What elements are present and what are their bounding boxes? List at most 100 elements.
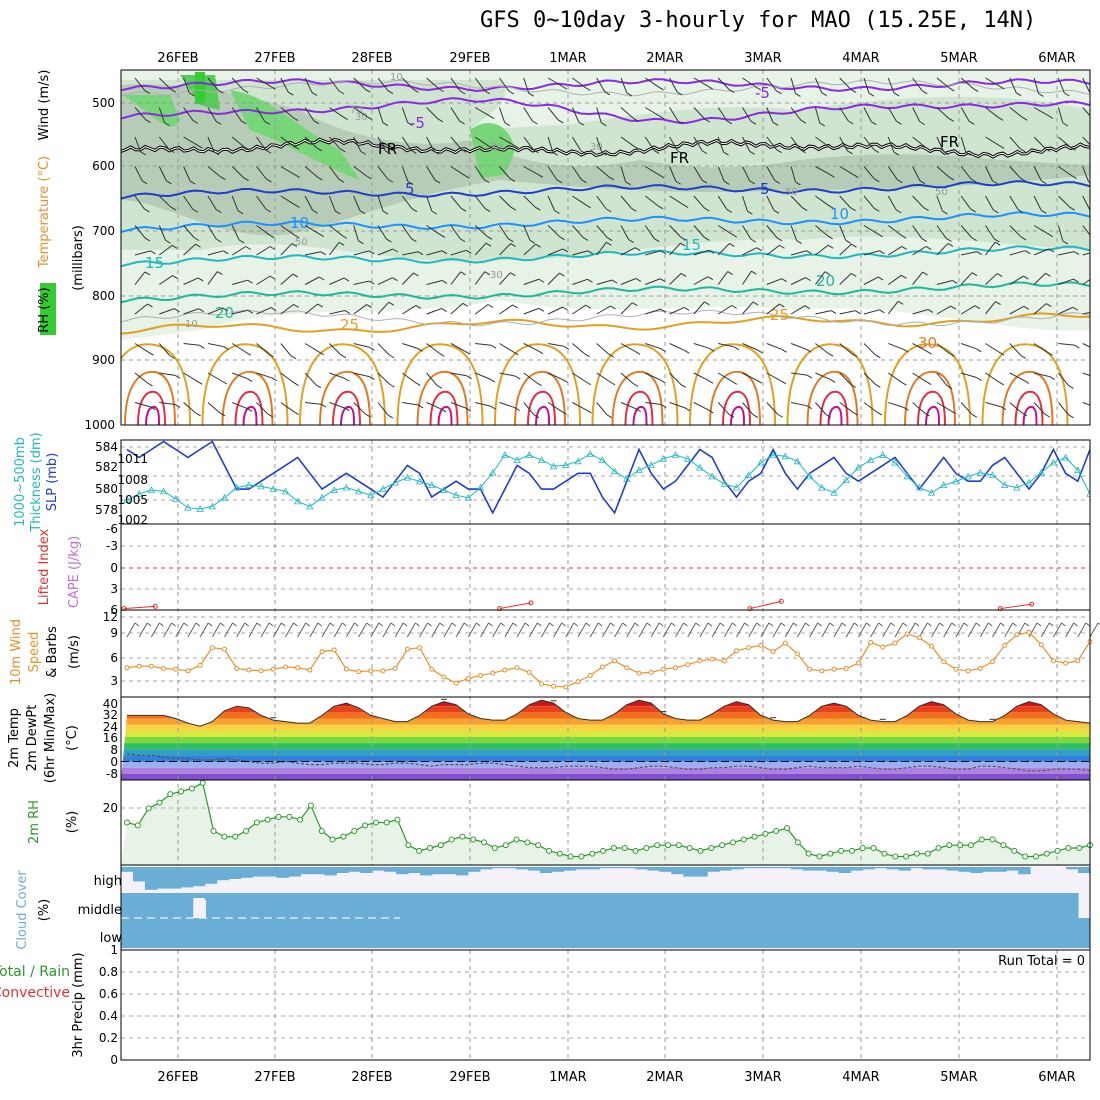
- wind-barb: [997, 116, 1004, 121]
- wind-barb: [960, 272, 973, 285]
- wind10m-barb: [634, 622, 640, 627]
- wind-barb: [795, 92, 801, 97]
- wind-barb: [704, 301, 710, 306]
- wind-barb: [269, 275, 276, 280]
- wind-barb: [871, 121, 877, 126]
- cloud-bar-middle: [587, 893, 601, 918]
- rh2m-point: [924, 850, 931, 857]
- wind-barb: [426, 402, 442, 410]
- wind-barb: [353, 166, 367, 177]
- wind10m-point: [563, 684, 569, 690]
- wind-barb: [996, 273, 1003, 277]
- rh2m-point: [643, 845, 650, 851]
- wind-barb: [192, 208, 198, 213]
- axis-label-temperature: Temperature (°C): [37, 156, 52, 269]
- wind-barb: [1009, 77, 1017, 93]
- cloud-bar-middle: [635, 893, 648, 918]
- contour-line: [527, 390, 556, 425]
- wind-barb: [1057, 77, 1065, 94]
- wind-barb: [585, 304, 591, 309]
- cloud-bar-middle: [1030, 893, 1043, 918]
- wind-barb: [189, 92, 195, 97]
- wind-barb: [874, 178, 880, 183]
- wind-barb: [264, 120, 270, 125]
- cloud-bar-high: [444, 867, 457, 875]
- rh-fill: [121, 782, 1090, 865]
- thickness-point: [1086, 490, 1090, 497]
- wind-barb: [417, 251, 424, 256]
- wind-barb: [401, 272, 414, 285]
- wind-barb: [704, 207, 710, 212]
- wind10m-barb: [293, 622, 298, 627]
- wind-barb: [148, 351, 154, 356]
- axis-label-cloud-unit: (%): [37, 899, 52, 922]
- rh2m-point: [751, 833, 758, 840]
- wind-barb: [1064, 92, 1070, 97]
- wind-barb: [523, 372, 537, 384]
- wind-barb: [231, 195, 239, 212]
- cloud-bar-middle: [778, 893, 792, 918]
- y-tick-label: 1011: [117, 452, 148, 466]
- rh2m-point: [351, 828, 358, 834]
- contour-line: [121, 97, 1090, 125]
- lifted-index-point: [997, 606, 1003, 612]
- wind-barb: [584, 353, 590, 358]
- contour-label: 70: [350, 105, 363, 116]
- wind10m-barb: [589, 622, 599, 638]
- cloud-bar-high: [144, 867, 158, 890]
- wind-barb: [364, 88, 371, 93]
- wind-barb: [1009, 166, 1021, 179]
- rh2m-point: [794, 839, 801, 846]
- cloud-bar-high: [491, 867, 505, 869]
- wind-barb: [839, 136, 848, 152]
- wind-barb: [717, 136, 725, 153]
- wind-barb: [340, 354, 347, 359]
- wind10m-barb: [792, 622, 798, 627]
- wind-barb: [231, 225, 240, 241]
- wind-barb: [901, 381, 907, 386]
- contour-label: 20: [816, 272, 835, 290]
- wind-barb: [382, 122, 389, 127]
- wind-barb: [805, 277, 811, 282]
- axis-label-cloud: Cloud Cover: [15, 870, 30, 950]
- cloud-bar-high: [683, 867, 696, 877]
- contour-line: [145, 405, 160, 425]
- cloud-bar-high: [1018, 867, 1031, 875]
- wind-barb: [851, 243, 857, 248]
- y-tick-label: 580: [95, 482, 118, 496]
- wind-barb: [897, 179, 903, 184]
- wind10m-barb: [329, 622, 335, 627]
- cloud-bar-middle: [910, 893, 924, 918]
- contour-line: [121, 211, 1090, 233]
- contour-line: [494, 343, 581, 425]
- wind-barb: [280, 136, 295, 147]
- wind-barb: [1082, 372, 1090, 377]
- wind-barb: [547, 195, 556, 211]
- wind-barb: [426, 195, 433, 212]
- wind10m-barb: [963, 622, 969, 627]
- wind-barb: [523, 77, 530, 94]
- wind-barb: [426, 225, 441, 235]
- wind10m-point: [161, 666, 167, 672]
- contour-line: [624, 390, 654, 425]
- wind-barb: [669, 195, 684, 205]
- wind10m-point: [282, 664, 288, 670]
- wind10m-point: [392, 666, 398, 672]
- cloud-bar-high: [731, 867, 744, 870]
- wind-barb: [222, 307, 228, 312]
- thickness-point: [403, 473, 412, 481]
- wind-barb: [587, 250, 594, 255]
- date-label: 4MAR: [842, 51, 879, 66]
- wind-barb: [961, 372, 977, 379]
- cloud-bar-middle: [683, 893, 696, 918]
- wind-barb: [608, 353, 614, 358]
- cloud-bar-middle: [432, 893, 445, 918]
- wind-barb: [845, 239, 851, 244]
- wind-barb: [290, 355, 297, 360]
- wind-barb: [304, 166, 318, 178]
- wind10m-point: [222, 646, 228, 652]
- wind-barb: [360, 150, 366, 155]
- wind-barb: [827, 244, 834, 249]
- wind-barb: [726, 120, 733, 125]
- wind-barb: [438, 88, 444, 93]
